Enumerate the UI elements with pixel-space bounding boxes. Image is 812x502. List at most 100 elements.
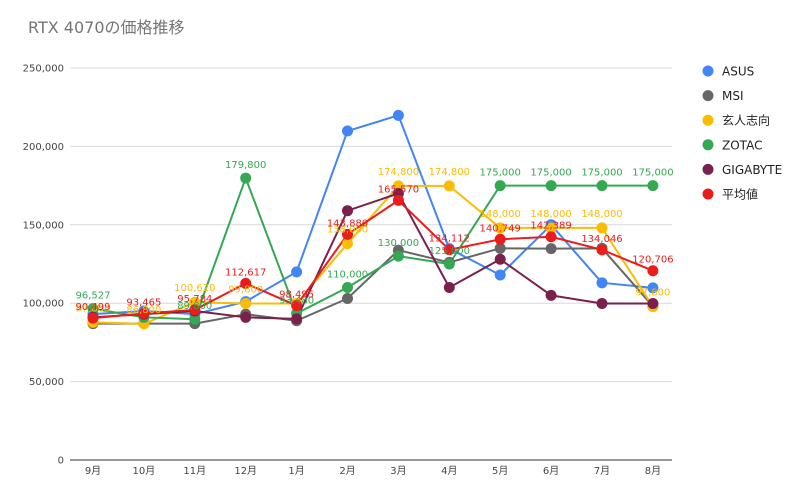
data-label: 143,880	[327, 218, 368, 229]
y-tick-label: 50,000	[29, 377, 64, 388]
chart-title: RTX 4070の価格推移	[28, 18, 185, 37]
data-point	[647, 265, 659, 277]
x-tick-label: 12月	[234, 465, 257, 477]
data-label: 95,784	[177, 294, 212, 305]
x-axis-ticks: 9月 10月 11月 12月 1月 2月 3月 4月 5月 6月 7月 8月	[85, 465, 661, 477]
data-point	[494, 253, 506, 265]
data-label: 90,499	[76, 302, 111, 313]
data-point	[291, 300, 303, 312]
legend-marker	[702, 65, 714, 77]
data-label: 112,617	[225, 267, 266, 278]
data-label: 87,800	[76, 303, 111, 314]
legend-label: ASUS	[722, 65, 754, 79]
data-point	[342, 125, 353, 137]
x-tick-label: 10月	[133, 465, 156, 477]
x-tick-label: 7月	[594, 465, 610, 477]
data-point	[342, 292, 353, 304]
data-label: 148,000	[581, 209, 622, 220]
data-label: 179,800	[225, 160, 266, 171]
x-tick-label: 4月	[441, 465, 457, 477]
data-label: 175,000	[632, 168, 673, 179]
data-point	[494, 180, 506, 192]
x-tick-label: 5月	[492, 465, 508, 477]
data-label: 148,000	[530, 209, 571, 220]
legend-marker	[702, 163, 714, 175]
data-point	[596, 180, 608, 192]
legend-marker	[702, 139, 714, 151]
data-label: 148,000	[480, 209, 521, 220]
x-tick-label: 9月	[85, 465, 101, 477]
data-point	[545, 289, 557, 301]
data-point	[189, 304, 201, 316]
y-tick-label: 150,000	[23, 220, 64, 231]
series-lines	[92, 114, 654, 325]
data-point	[443, 258, 455, 270]
series-line	[93, 247, 654, 325]
data-point	[392, 109, 404, 121]
data-point	[240, 298, 252, 310]
x-tick-label: 11月	[183, 465, 206, 477]
data-point	[647, 180, 659, 192]
data-point	[596, 222, 608, 234]
x-tick-label: 3月	[390, 465, 406, 477]
data-label: 175,000	[480, 168, 521, 179]
data-label: 97,800	[635, 288, 670, 299]
data-label: 130,000	[378, 238, 419, 249]
data-point	[342, 205, 353, 217]
data-point	[545, 180, 557, 192]
data-point	[392, 180, 404, 192]
data-label: 93,465	[126, 297, 161, 308]
data-point	[545, 231, 557, 243]
data-label: 96,527	[76, 291, 111, 302]
legend-label: GIGABYTE	[722, 163, 782, 177]
data-point	[342, 282, 353, 294]
y-tick-label: 250,000	[23, 64, 64, 75]
data-label: 99,800	[228, 285, 263, 296]
data-label: 134,112	[429, 234, 470, 245]
y-axis-ticks: 0 50,000 100,000 150,000 200,000 250,000	[23, 64, 64, 467]
x-tick-label: 6月	[543, 465, 559, 477]
data-label: 89,800	[177, 301, 212, 312]
legend-label: ZOTAC	[722, 138, 762, 152]
y-tick-label: 0	[58, 456, 64, 467]
data-point	[138, 307, 150, 319]
data-point	[342, 238, 353, 250]
data-point	[596, 298, 608, 310]
y-tick-label: 100,000	[23, 299, 64, 310]
data-point	[87, 312, 99, 324]
data-point	[545, 243, 557, 255]
data-label: 120,706	[632, 255, 673, 266]
legend-label: MSI	[722, 89, 744, 103]
data-point	[494, 233, 506, 245]
data-label: 140,749	[480, 223, 521, 234]
data-label: 138,000	[327, 225, 368, 236]
data-point	[494, 222, 506, 234]
data-point	[189, 296, 201, 308]
x-tick-label: 8月	[645, 465, 661, 477]
legend-marker	[702, 188, 714, 200]
y-tick-label: 200,000	[23, 142, 64, 153]
data-point	[392, 194, 404, 206]
series-line	[92, 192, 653, 320]
x-tick-label: 2月	[339, 465, 355, 477]
data-label: 110,000	[327, 270, 368, 281]
gridlines	[70, 67, 672, 461]
legend-label: 平均値	[722, 187, 758, 202]
data-labels: 87,800 86,800 100,620 99,800 138,000 174,800 1…	[76, 160, 674, 316]
data-label: 175,000	[581, 168, 622, 179]
data-point	[596, 244, 608, 256]
data-label: 175,000	[530, 168, 571, 179]
series-line	[92, 184, 654, 325]
data-point	[494, 242, 506, 254]
data-point	[545, 222, 557, 234]
data-label: 142,389	[530, 221, 571, 232]
series-points	[87, 109, 659, 330]
data-point	[494, 269, 506, 281]
data-point	[647, 298, 659, 310]
legend: ASUS MSI 玄人志向 ZOTAC GIGABYTE 平均値	[702, 65, 782, 202]
x-tick-label: 1月	[288, 465, 304, 477]
data-point	[291, 266, 303, 278]
data-point	[87, 303, 99, 315]
data-label: 93,480	[279, 295, 314, 306]
